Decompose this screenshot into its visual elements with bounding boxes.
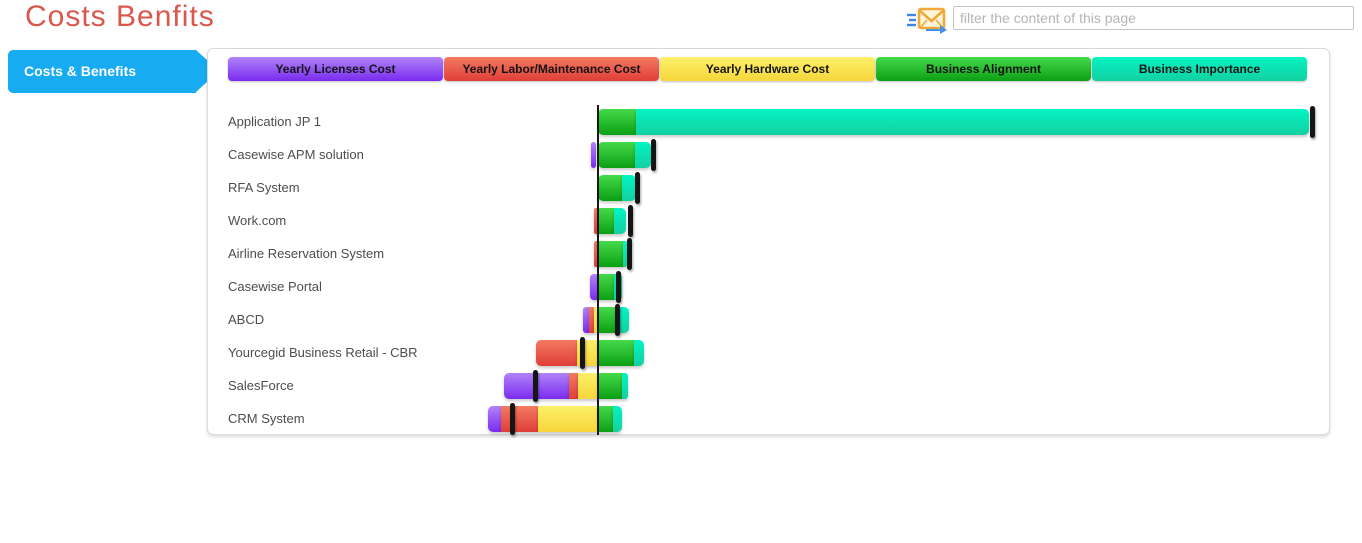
bar-segment-importance xyxy=(636,109,1309,135)
legend-item-importance[interactable]: Business Importance xyxy=(1092,57,1307,81)
row-label: Yourcegid Business Retail - CBR xyxy=(228,345,418,360)
bar-segment-alignment xyxy=(598,406,613,432)
legend-item-hardware[interactable]: Yearly Hardware Cost xyxy=(660,57,875,81)
bar-segment-hardware xyxy=(578,373,598,399)
value-marker xyxy=(532,370,538,402)
bar-segment-labor xyxy=(536,340,577,366)
value-marker xyxy=(627,205,633,237)
bar-segment-licenses xyxy=(591,142,596,168)
bar-segment-labor xyxy=(594,241,598,267)
legend-item-licenses[interactable]: Yearly Licenses Cost xyxy=(228,57,443,81)
bar-segment-alignment xyxy=(598,241,623,267)
value-marker xyxy=(615,271,621,303)
page-title: Costs Benfits xyxy=(25,0,215,33)
axis-line xyxy=(597,105,599,435)
bar-segment-importance xyxy=(613,406,622,432)
value-marker xyxy=(634,172,640,204)
chart-legend: Yearly Licenses Cost Yearly Labor/Mainten… xyxy=(228,57,1307,81)
bar-segment-alignment xyxy=(598,175,622,201)
value-marker xyxy=(614,304,620,336)
row-label: Casewise Portal xyxy=(228,279,322,294)
bar-segment-importance xyxy=(622,175,636,201)
bar-segment-licenses xyxy=(590,274,598,300)
filter-input[interactable] xyxy=(953,6,1354,30)
bar-segment-labor xyxy=(569,373,578,399)
bar-segment-alignment xyxy=(598,109,636,135)
bar-segment-alignment xyxy=(598,274,614,300)
bar-segment-importance xyxy=(635,142,651,168)
chart: Application JP 1 Casewise APM solution RFA… xyxy=(208,49,1329,435)
row-label: ABCD xyxy=(228,312,265,327)
value-marker xyxy=(626,238,632,270)
bar-segment-hardware xyxy=(538,406,598,432)
value-marker xyxy=(650,139,656,171)
sidebar-tab-costs-benefits[interactable]: Costs & Benefits xyxy=(8,50,219,93)
content-panel: Yearly Licenses Cost Yearly Labor/Mainten… xyxy=(207,48,1330,435)
row-label: RFA System xyxy=(228,180,300,195)
bar-segment-alignment xyxy=(598,208,614,234)
row-label: SalesForce xyxy=(228,378,294,393)
bar-segment-labor xyxy=(589,307,594,333)
row-label: Application JP 1 xyxy=(228,114,321,129)
legend-item-alignment[interactable]: Business Alignment xyxy=(876,57,1091,81)
bar-segment-importance xyxy=(614,208,626,234)
value-marker xyxy=(509,403,515,435)
bar-segment-alignment xyxy=(598,373,622,399)
bar-segment-licenses xyxy=(583,307,589,333)
row-label: Work.com xyxy=(228,213,287,228)
bar-segment-importance xyxy=(634,340,644,366)
bar-segment-alignment xyxy=(598,340,634,366)
bar-segment-alignment xyxy=(598,142,635,168)
legend-item-labor[interactable]: Yearly Labor/Maintenance Cost xyxy=(444,57,659,81)
bar-segment-labor xyxy=(501,406,538,432)
row-label: Casewise APM solution xyxy=(228,147,364,162)
value-marker xyxy=(579,337,585,369)
row-label: Airline Reservation System xyxy=(228,246,385,261)
send-mail-icon[interactable] xyxy=(906,5,948,35)
sidebar-tab-label: Costs & Benefits xyxy=(24,63,137,79)
bar-segment-importance xyxy=(623,241,627,267)
value-marker xyxy=(1309,106,1315,138)
bar-segment-alignment xyxy=(598,307,616,333)
bar-segment-hardware xyxy=(594,307,598,333)
bar-segment-importance xyxy=(622,373,628,399)
bar-segment-labor xyxy=(594,208,598,234)
bar-segment-licenses xyxy=(488,406,501,432)
row-label: CRM System xyxy=(228,411,305,426)
